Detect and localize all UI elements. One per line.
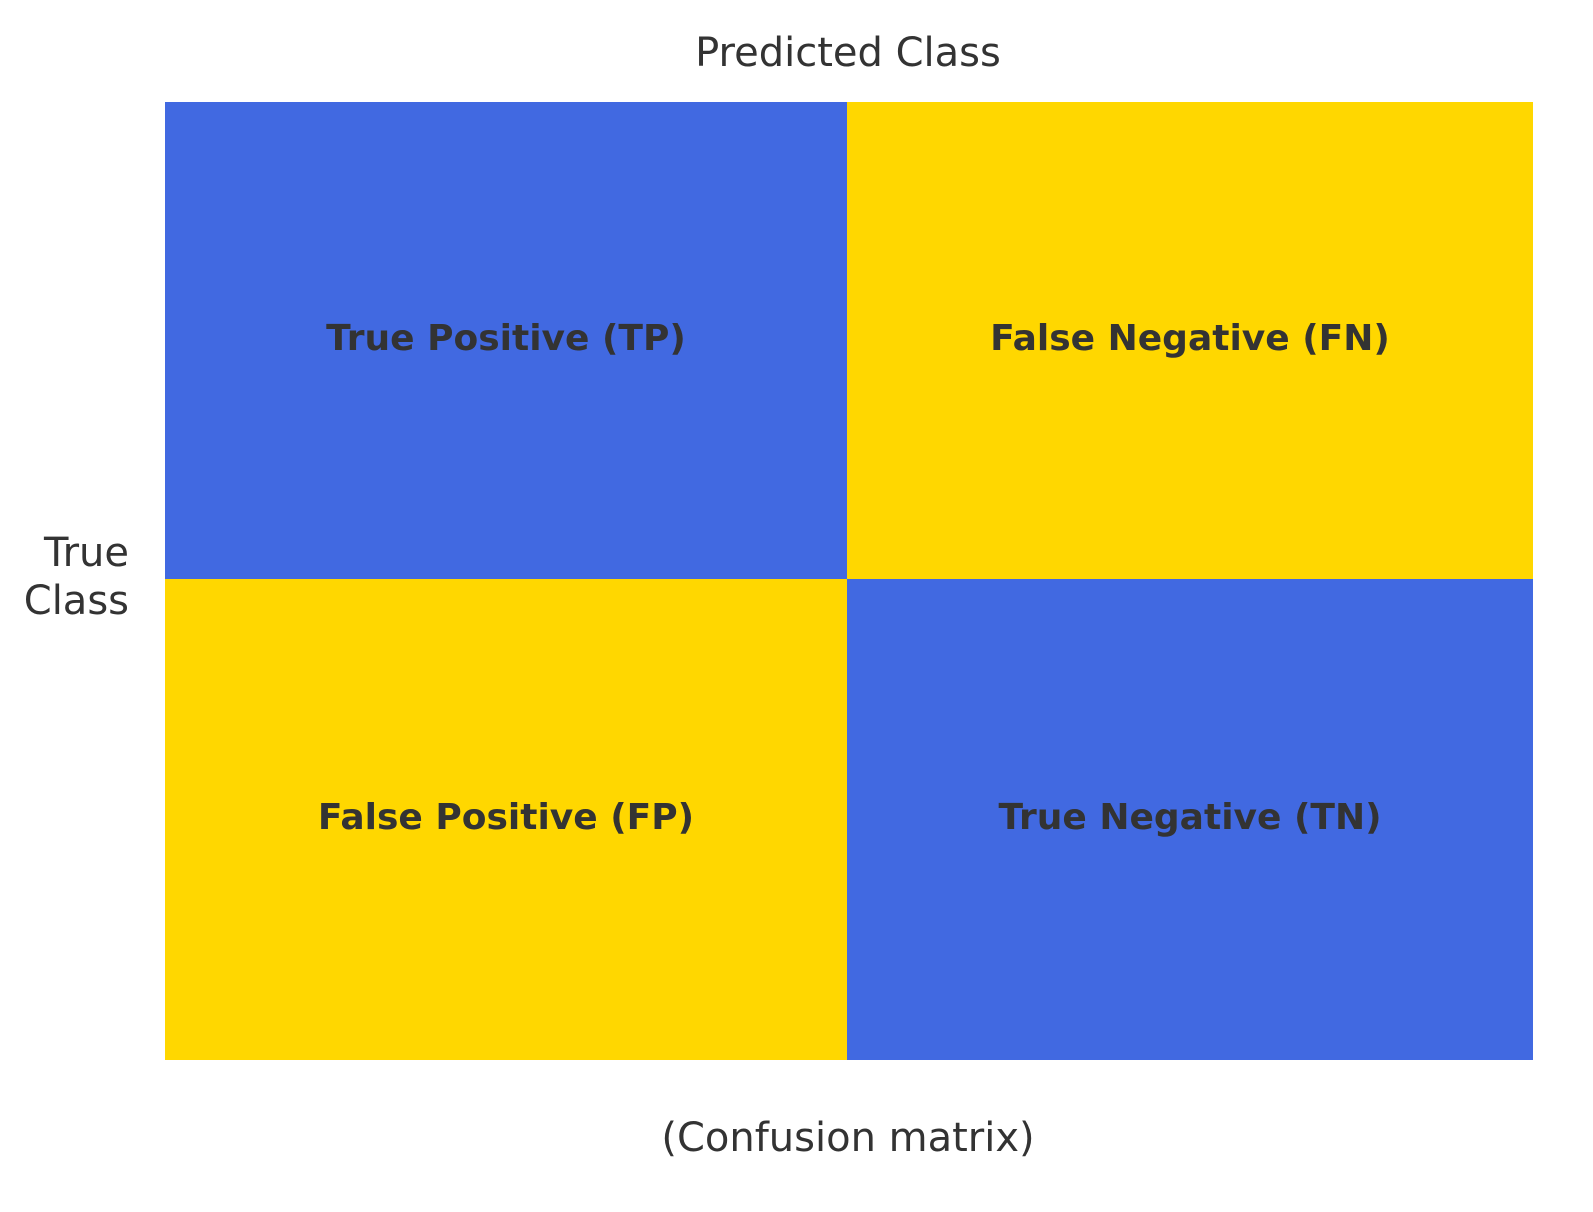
cell-tn: [847, 579, 1533, 1060]
cell-fn: [847, 102, 1533, 579]
cell-fp: [165, 579, 847, 1060]
caption: (Confusion matrix): [661, 1115, 1034, 1161]
cell-tp: [165, 102, 847, 579]
cell-label: False Positive (FP): [318, 797, 694, 838]
cell-label: False Negative (FN): [990, 318, 1390, 359]
row-label: Class: [24, 578, 129, 624]
cell-label: True Negative (TN): [998, 797, 1381, 838]
title: Predicted Class: [695, 30, 1001, 76]
cell-label: True Positive (TP): [326, 318, 686, 359]
row-label: True: [43, 530, 129, 576]
